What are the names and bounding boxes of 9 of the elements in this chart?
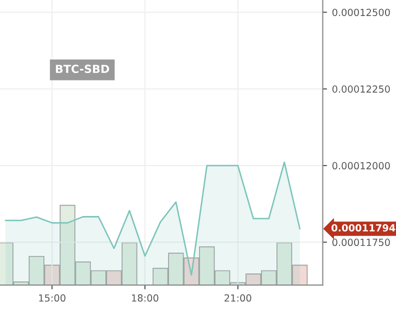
text: 0.00011794: [332, 224, 396, 232]
x-tick-label: 21:00: [224, 294, 252, 302]
x-tick-label: 15:00: [39, 294, 66, 302]
y-tick-label: 0.00012250: [332, 85, 390, 93]
y-tick-label: 0.00012000: [332, 162, 390, 170]
y-tick-label: 0.00011750: [332, 238, 390, 246]
text: BTC-SBD: [56, 64, 110, 74]
x-tick-label: 18:00: [132, 294, 158, 302]
y-tick-label: 0.00012500: [332, 8, 390, 16]
